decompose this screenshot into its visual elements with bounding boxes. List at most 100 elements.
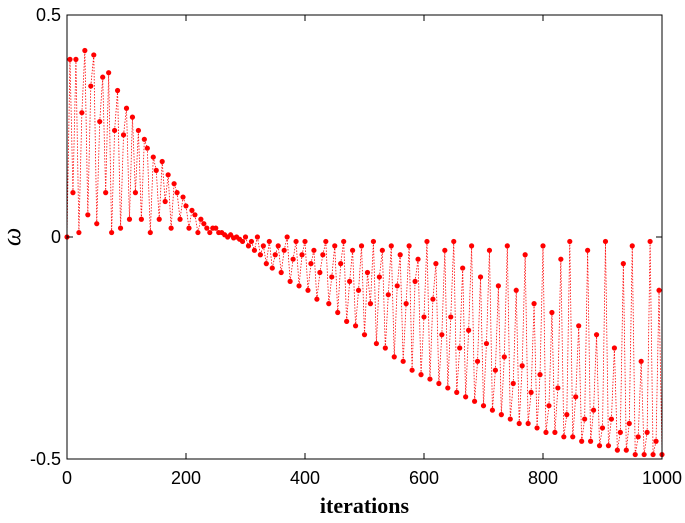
x-tick-label: 600 bbox=[409, 468, 439, 488]
series-connector bbox=[349, 250, 353, 282]
series-connector bbox=[486, 250, 490, 344]
data-point bbox=[361, 332, 368, 338]
series-connector bbox=[111, 130, 115, 233]
data-point bbox=[323, 238, 329, 245]
data-point bbox=[504, 243, 510, 249]
data-point bbox=[263, 261, 269, 267]
series-connector bbox=[474, 361, 478, 402]
series-connector bbox=[637, 361, 642, 437]
data-point bbox=[623, 447, 629, 453]
data-point bbox=[516, 420, 522, 427]
series-connector bbox=[334, 245, 339, 313]
data-point bbox=[391, 354, 397, 360]
series-connector bbox=[599, 427, 603, 446]
series-connector bbox=[138, 130, 142, 220]
data-point bbox=[141, 136, 147, 142]
series-connector bbox=[560, 259, 565, 437]
series-connector bbox=[643, 432, 648, 455]
series-connector bbox=[254, 236, 258, 251]
series-connector bbox=[572, 396, 577, 437]
data-point bbox=[403, 301, 409, 307]
series-connector bbox=[108, 72, 113, 233]
series-connector bbox=[581, 418, 586, 442]
data-point bbox=[561, 434, 567, 440]
data-point bbox=[641, 451, 647, 458]
series-connector bbox=[512, 290, 517, 384]
data-point bbox=[543, 429, 549, 435]
series-connector bbox=[584, 250, 589, 420]
data-point bbox=[278, 269, 284, 276]
series-connector bbox=[340, 241, 345, 264]
data-point bbox=[269, 265, 275, 271]
series-connector bbox=[438, 334, 443, 384]
data-point bbox=[448, 314, 454, 320]
data-point bbox=[332, 243, 338, 249]
data-point bbox=[281, 247, 287, 253]
series-connector bbox=[521, 254, 526, 366]
series-connector bbox=[489, 250, 493, 411]
data-point bbox=[650, 451, 656, 458]
data-point bbox=[76, 229, 82, 236]
data-point bbox=[477, 274, 484, 280]
data-point bbox=[644, 429, 650, 435]
series-connector bbox=[390, 245, 395, 357]
data-point bbox=[251, 247, 258, 253]
data-point bbox=[418, 372, 424, 378]
series-connector bbox=[500, 356, 505, 415]
data-point bbox=[463, 394, 469, 400]
series-connector bbox=[331, 245, 336, 277]
series-connector bbox=[140, 139, 145, 220]
series-connector bbox=[646, 241, 651, 433]
data-point bbox=[335, 309, 341, 316]
series-connector bbox=[155, 170, 160, 220]
series-connector bbox=[402, 303, 407, 362]
data-point bbox=[355, 287, 362, 293]
data-point bbox=[647, 238, 653, 245]
series-connector bbox=[596, 334, 600, 446]
data-point bbox=[385, 292, 391, 298]
data-point bbox=[400, 358, 406, 364]
series-connector bbox=[536, 374, 541, 428]
data-point bbox=[67, 56, 73, 63]
series-connector bbox=[575, 325, 580, 397]
series-connector bbox=[405, 245, 410, 304]
data-point bbox=[192, 212, 198, 218]
series-connector bbox=[533, 303, 538, 428]
series-connector bbox=[566, 241, 571, 415]
series-connector bbox=[384, 294, 389, 349]
data-point bbox=[394, 283, 400, 289]
series-connector bbox=[524, 254, 529, 424]
data-point bbox=[97, 118, 103, 125]
series-connector bbox=[471, 245, 475, 402]
series-connector bbox=[506, 245, 511, 420]
data-point bbox=[302, 238, 308, 245]
data-point bbox=[370, 238, 377, 245]
x-tick-label: 400 bbox=[290, 468, 320, 488]
series-connector bbox=[277, 245, 282, 273]
data-point bbox=[498, 412, 504, 418]
data-point bbox=[109, 229, 115, 236]
data-point bbox=[317, 269, 323, 276]
series-connector bbox=[459, 268, 464, 349]
y-tick-label: 0 bbox=[51, 227, 61, 247]
data-point bbox=[245, 243, 252, 249]
series-connector bbox=[399, 254, 404, 362]
series-connector bbox=[194, 214, 199, 233]
data-point bbox=[352, 323, 359, 329]
series-connector bbox=[376, 276, 380, 344]
series-connector bbox=[301, 241, 306, 255]
series-connector bbox=[480, 276, 484, 406]
data-point bbox=[549, 309, 555, 316]
series-connector bbox=[66, 59, 71, 238]
x-tick-label: 0 bbox=[62, 468, 72, 488]
data-point bbox=[406, 243, 412, 249]
data-point bbox=[635, 434, 641, 440]
data-point bbox=[653, 438, 659, 444]
data-point bbox=[513, 287, 519, 293]
data-point bbox=[469, 243, 475, 249]
series-connector bbox=[81, 50, 86, 113]
data-point bbox=[341, 238, 347, 245]
series-connector bbox=[280, 250, 285, 273]
series-connector bbox=[185, 205, 190, 229]
data-point bbox=[189, 207, 195, 213]
